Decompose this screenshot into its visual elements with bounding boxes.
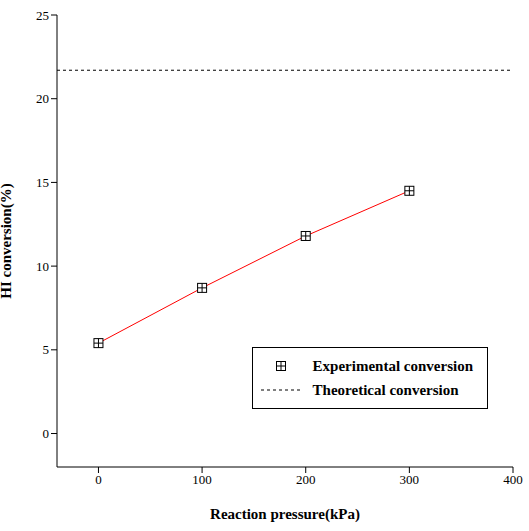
svg-text:5: 5 [43, 342, 50, 357]
svg-text:HI conversion(%): HI conversion(%) [8, 183, 15, 298]
svg-text:15: 15 [36, 175, 49, 190]
html-text:Theoretical conversion: Theoretical conversion [312, 381, 459, 398]
svg-text:Reaction pressure(kPa): Reaction pressure(kPa) [210, 506, 360, 523]
svg-text:0: 0 [43, 426, 50, 441]
svg-text:0: 0 [95, 472, 102, 487]
svg-text:400: 400 [503, 472, 521, 487]
svg-text:20: 20 [36, 91, 49, 106]
html-text:Experimental conversion: Experimental conversion [312, 357, 473, 374]
svg-text:100: 100 [192, 472, 212, 487]
svg-text:300: 300 [400, 472, 420, 487]
svg-text:200: 200 [296, 472, 316, 487]
svg-text:25: 25 [36, 8, 49, 23]
svg-text:10: 10 [36, 259, 49, 274]
